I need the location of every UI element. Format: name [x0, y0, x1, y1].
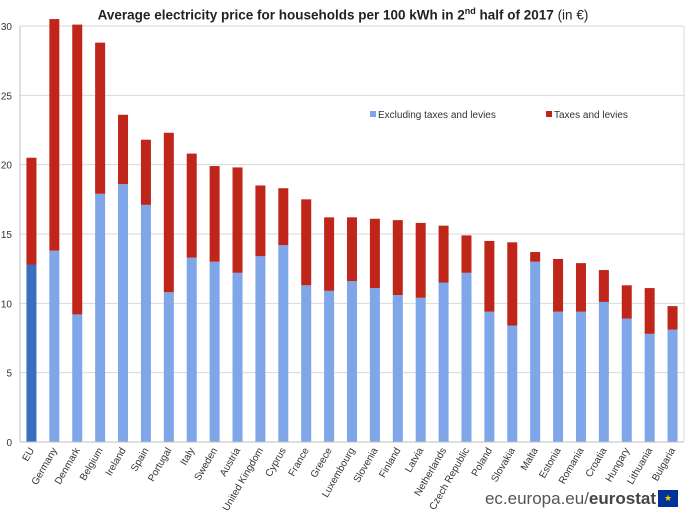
x-category-label: EU — [21, 446, 37, 464]
chart-title-sup: nd — [464, 6, 476, 16]
y-tick-label: 10 — [1, 299, 13, 310]
bar-taxes-levies — [667, 306, 678, 330]
chart-title-main: Average electricity price for households… — [97, 7, 465, 23]
eu-flag-stars: ★ — [663, 493, 673, 503]
bar-taxes-levies — [621, 285, 632, 319]
y-tick-label: 25 — [1, 91, 13, 102]
bar-taxes-levies — [49, 19, 60, 251]
legend: Excluding taxes and levies Taxes and levi… — [370, 110, 628, 121]
bar-excluding-taxes — [324, 290, 335, 442]
bar-taxes-levies — [209, 166, 220, 262]
bar-taxes-levies — [186, 153, 197, 258]
bar-taxes-levies — [392, 220, 403, 296]
bar-taxes-levies — [163, 132, 174, 293]
footer-brand: eurostat — [588, 489, 656, 508]
bar-excluding-taxes — [484, 311, 495, 442]
bar-excluding-taxes — [621, 318, 632, 442]
legend-label: Taxes and levies — [554, 110, 628, 121]
bar-excluding-taxes — [232, 272, 243, 442]
bar-taxes-levies — [575, 263, 586, 312]
bar-excluding-taxes — [415, 297, 426, 442]
bar-taxes-levies — [484, 240, 495, 312]
bar-taxes-levies — [438, 225, 449, 283]
chart-title: Average electricity price for households… — [0, 6, 686, 23]
bar-excluding-taxes — [507, 325, 518, 442]
bar-taxes-levies — [415, 222, 426, 298]
x-category-label: Cyprus — [264, 446, 289, 479]
y-tick-label: 0 — [6, 438, 12, 449]
bar-excluding-taxes — [575, 311, 586, 442]
bar-excluding-taxes — [530, 261, 541, 442]
bar-taxes-levies — [95, 42, 106, 194]
bar-excluding-taxes — [644, 333, 655, 442]
bar-taxes-levies — [278, 188, 289, 246]
x-category-label: Italy — [179, 446, 198, 467]
bar-taxes-levies — [140, 139, 151, 205]
chart-title-unit: (in €) — [553, 7, 589, 23]
bar-taxes-levies — [255, 185, 266, 257]
bar-taxes-levies — [369, 218, 380, 289]
x-category-label: Poland — [470, 446, 495, 478]
bar-excluding-taxes — [49, 250, 60, 442]
bar-excluding-taxes — [301, 285, 312, 442]
y-tick-label: 20 — [1, 161, 13, 172]
y-tick-label: 15 — [1, 230, 13, 241]
legend-swatch — [370, 111, 376, 117]
bar-taxes-levies — [644, 288, 655, 334]
bar-taxes-levies — [72, 24, 83, 315]
bar-excluding-taxes — [461, 272, 472, 442]
bar-excluding-taxes — [209, 261, 220, 442]
x-category-label: Finland — [377, 446, 403, 480]
bar-excluding-taxes — [95, 193, 106, 442]
x-category-label: Ireland — [104, 446, 129, 478]
y-tick-label: 5 — [6, 369, 12, 380]
x-category-label: Spain — [129, 446, 151, 474]
bar-excluding-taxes — [163, 292, 174, 442]
x-category-label: Latvia — [403, 446, 426, 475]
bar-excluding-taxes — [392, 295, 403, 442]
bar-taxes-levies — [324, 217, 335, 291]
bar-excluding-taxes — [347, 281, 357, 442]
bar-taxes-levies — [118, 114, 129, 185]
bar-taxes-levies — [553, 258, 564, 312]
bar-taxes-levies — [598, 270, 609, 302]
bar-taxes-levies — [26, 157, 37, 265]
bar-taxes-levies — [507, 242, 518, 326]
bar-excluding-taxes — [553, 311, 564, 442]
bar-taxes-levies — [461, 235, 472, 273]
eu-flag-icon: ★ — [658, 490, 678, 507]
bar-excluding-taxes — [667, 329, 678, 442]
bar-excluding-taxes — [140, 204, 151, 442]
bar-excluding-taxes — [278, 245, 289, 442]
bar-excluding-taxes — [369, 288, 380, 442]
bar-taxes-levies — [530, 252, 541, 262]
chart-title-rest: half of 2017 — [475, 7, 554, 23]
bar-excluding-taxes — [186, 257, 197, 442]
footer-domain: ec.europa.eu/ — [484, 489, 589, 508]
bar-excluding-taxes — [72, 314, 83, 442]
bar-excluding-taxes — [118, 184, 129, 442]
y-tick-label: 30 — [1, 22, 13, 33]
bar-excluding-taxes — [26, 264, 37, 442]
legend-label: Excluding taxes and levies — [378, 110, 496, 121]
legend-swatch — [546, 111, 552, 117]
bar-taxes-levies — [232, 167, 243, 273]
bar-excluding-taxes — [255, 256, 266, 442]
x-category-label: Malta — [519, 446, 541, 473]
bar-excluding-taxes — [598, 301, 609, 442]
bar-taxes-levies — [301, 199, 312, 286]
bar-layer — [26, 19, 678, 442]
source-footer: ec.europa.eu/eurostat — [485, 489, 656, 509]
bar-taxes-levies — [347, 217, 357, 282]
bar-excluding-taxes — [438, 282, 449, 442]
